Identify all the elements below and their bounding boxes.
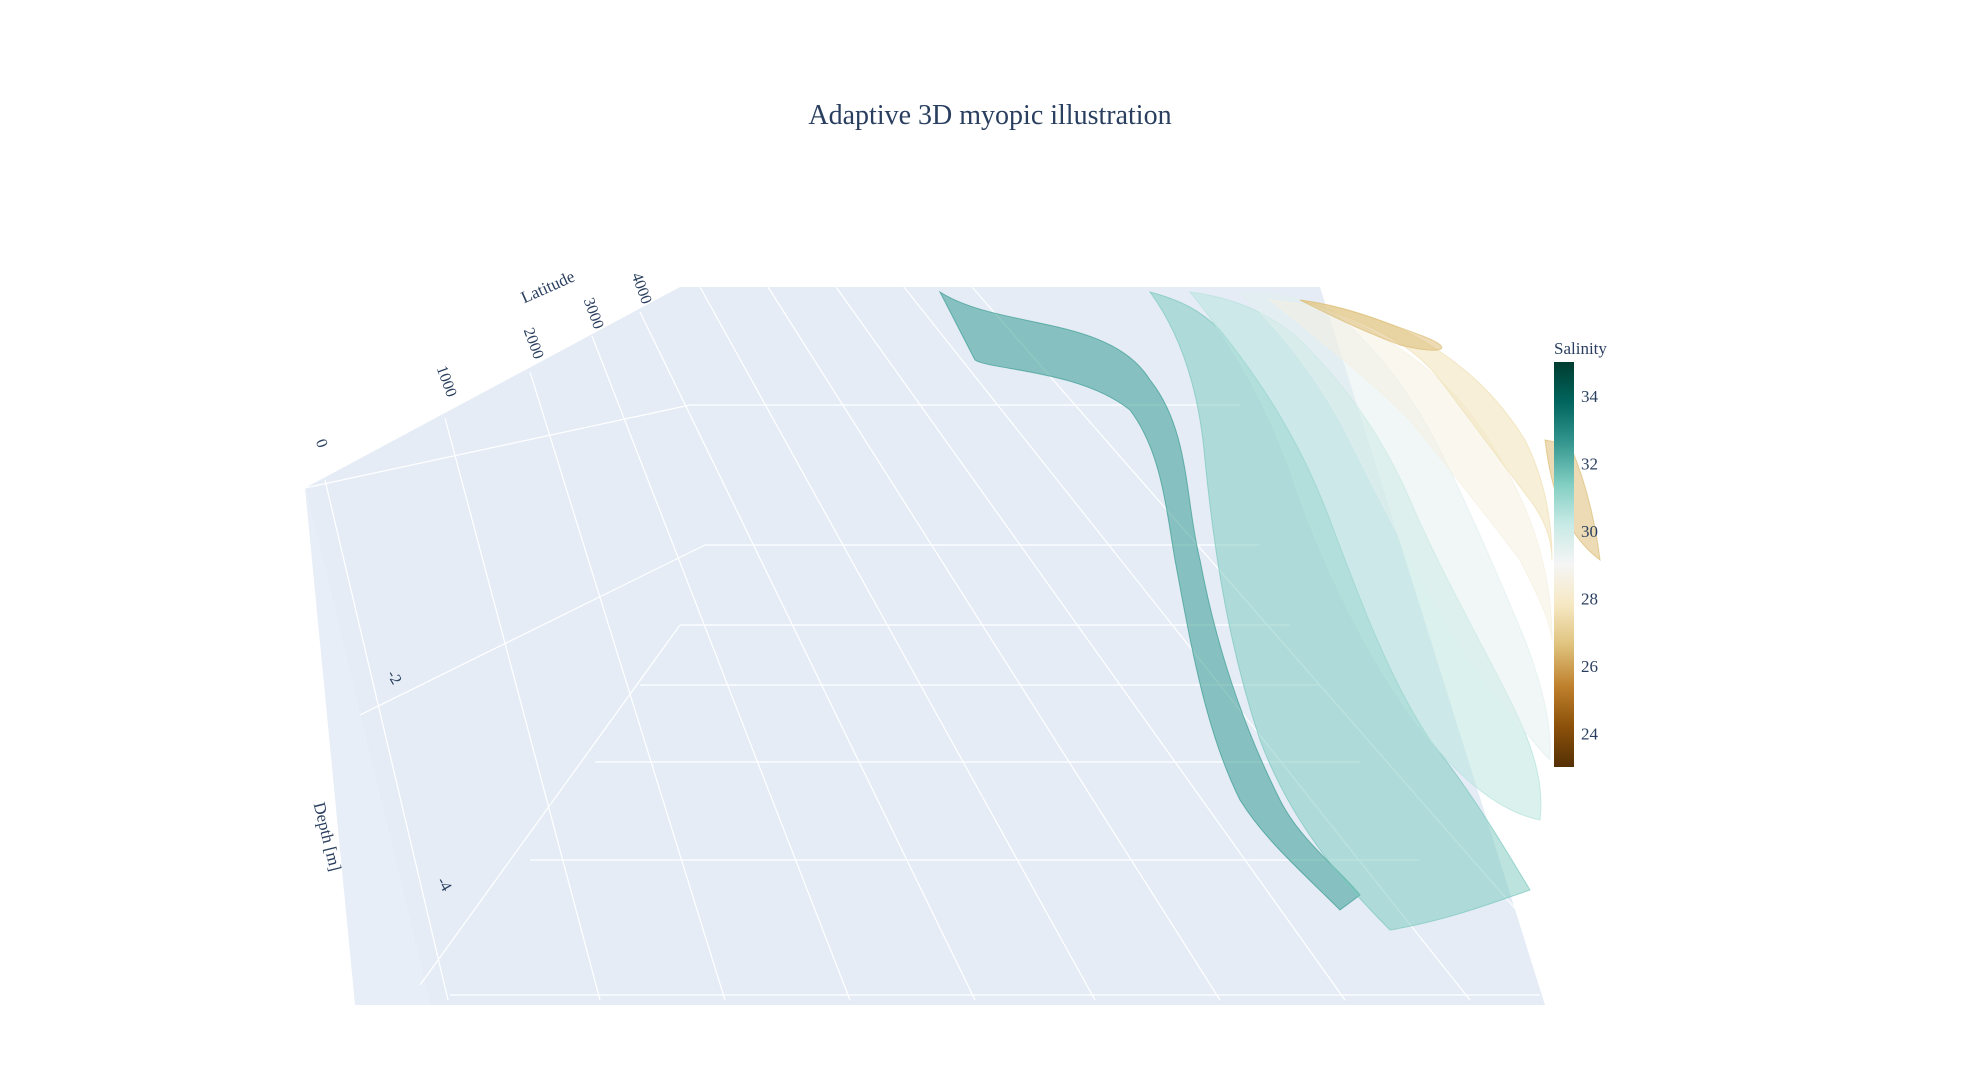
grid-line <box>529 371 726 1001</box>
latitude-tick-4: 4000 <box>628 271 655 307</box>
colorbar-tick-2: 30 <box>1581 522 1598 541</box>
side-wall <box>305 488 430 1005</box>
latitude-tick-2: 2000 <box>520 326 547 362</box>
colorbar-tick-1: 32 <box>1581 454 1598 473</box>
colorbar-tick-5: 24 <box>1581 724 1599 743</box>
chart-title: Adaptive 3D myopic illustration <box>808 100 1172 131</box>
grid-line <box>699 286 1096 1001</box>
colorbar[interactable]: Salinity 34 32 30 28 26 24 <box>1554 339 1607 767</box>
surfaces[interactable] <box>938 290 1601 931</box>
latitude-axis-label: Latitude <box>518 267 577 307</box>
grid-lines <box>304 286 1596 1001</box>
colorbar-tick-3: 28 <box>1581 589 1598 608</box>
latitude-tick-0: 0 <box>312 437 331 450</box>
colorbar-title: Salinity <box>1554 339 1607 358</box>
grid-line <box>639 311 976 1001</box>
grid-line <box>835 286 1346 1001</box>
grid-line <box>419 624 681 986</box>
grid-line <box>767 286 1221 1001</box>
grid-line <box>591 335 851 1001</box>
colorbar-tick-4: 26 <box>1581 657 1598 676</box>
colorbar-gradient <box>1554 362 1574 767</box>
isosurface-6[interactable] <box>1299 299 1601 562</box>
grid-line <box>359 544 706 716</box>
grid-line <box>444 417 601 1001</box>
latitude-tick-3: 3000 <box>580 296 607 332</box>
colorbar-tick-0: 34 <box>1581 387 1599 406</box>
grid-line <box>304 404 691 489</box>
latitude-tick-1: 1000 <box>433 364 460 400</box>
grid-line <box>324 479 449 1001</box>
colorbar-ticks: 34 32 30 28 26 24 <box>1581 387 1599 744</box>
